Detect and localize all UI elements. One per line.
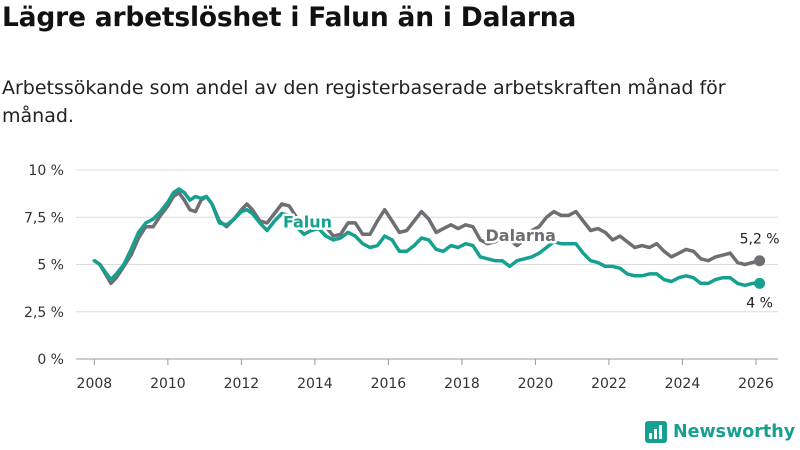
x-tick-label: 2012: [224, 376, 260, 392]
series-label-falun: Falun: [283, 213, 332, 232]
y-tick-label: 7,5 %: [24, 210, 64, 226]
y-tick-label: 0 %: [37, 352, 64, 368]
y-tick-label: 2,5 %: [24, 305, 64, 321]
x-tick-label: 2018: [444, 376, 480, 392]
brand-name: Newsworthy: [673, 422, 796, 442]
x-tick-label: 2010: [150, 376, 186, 392]
x-tick-label: 2008: [77, 376, 113, 392]
end-point-dalarna: [754, 255, 766, 267]
chart-logo-icon: [645, 421, 667, 443]
x-tick-label: 2026: [738, 376, 774, 392]
x-tick-label: 2020: [518, 376, 554, 392]
end-point-falun: [754, 277, 766, 289]
y-tick-label: 5 %: [37, 258, 64, 274]
series-line-dalarna: [92, 190, 762, 286]
x-tick-label: 2024: [665, 376, 701, 392]
y-tick-label: 10 %: [28, 163, 64, 179]
brand-logo: Newsworthy: [645, 421, 795, 443]
chart-title: Lägre arbetslöshet i Falun än i Dalarna: [2, 2, 577, 33]
series-label-dalarna: Dalarna: [486, 226, 556, 245]
chart-subtitle: Arbetssökande som andel av den registerb…: [2, 77, 726, 127]
series-line-falun: [92, 187, 762, 288]
x-tick-label: 2016: [371, 376, 407, 392]
end-label-dalarna: 5,2 %: [740, 232, 780, 248]
end-label-falun: 4 %: [746, 295, 773, 311]
x-tick-label: 2014: [297, 376, 333, 392]
x-tick-label: 2022: [591, 376, 627, 392]
